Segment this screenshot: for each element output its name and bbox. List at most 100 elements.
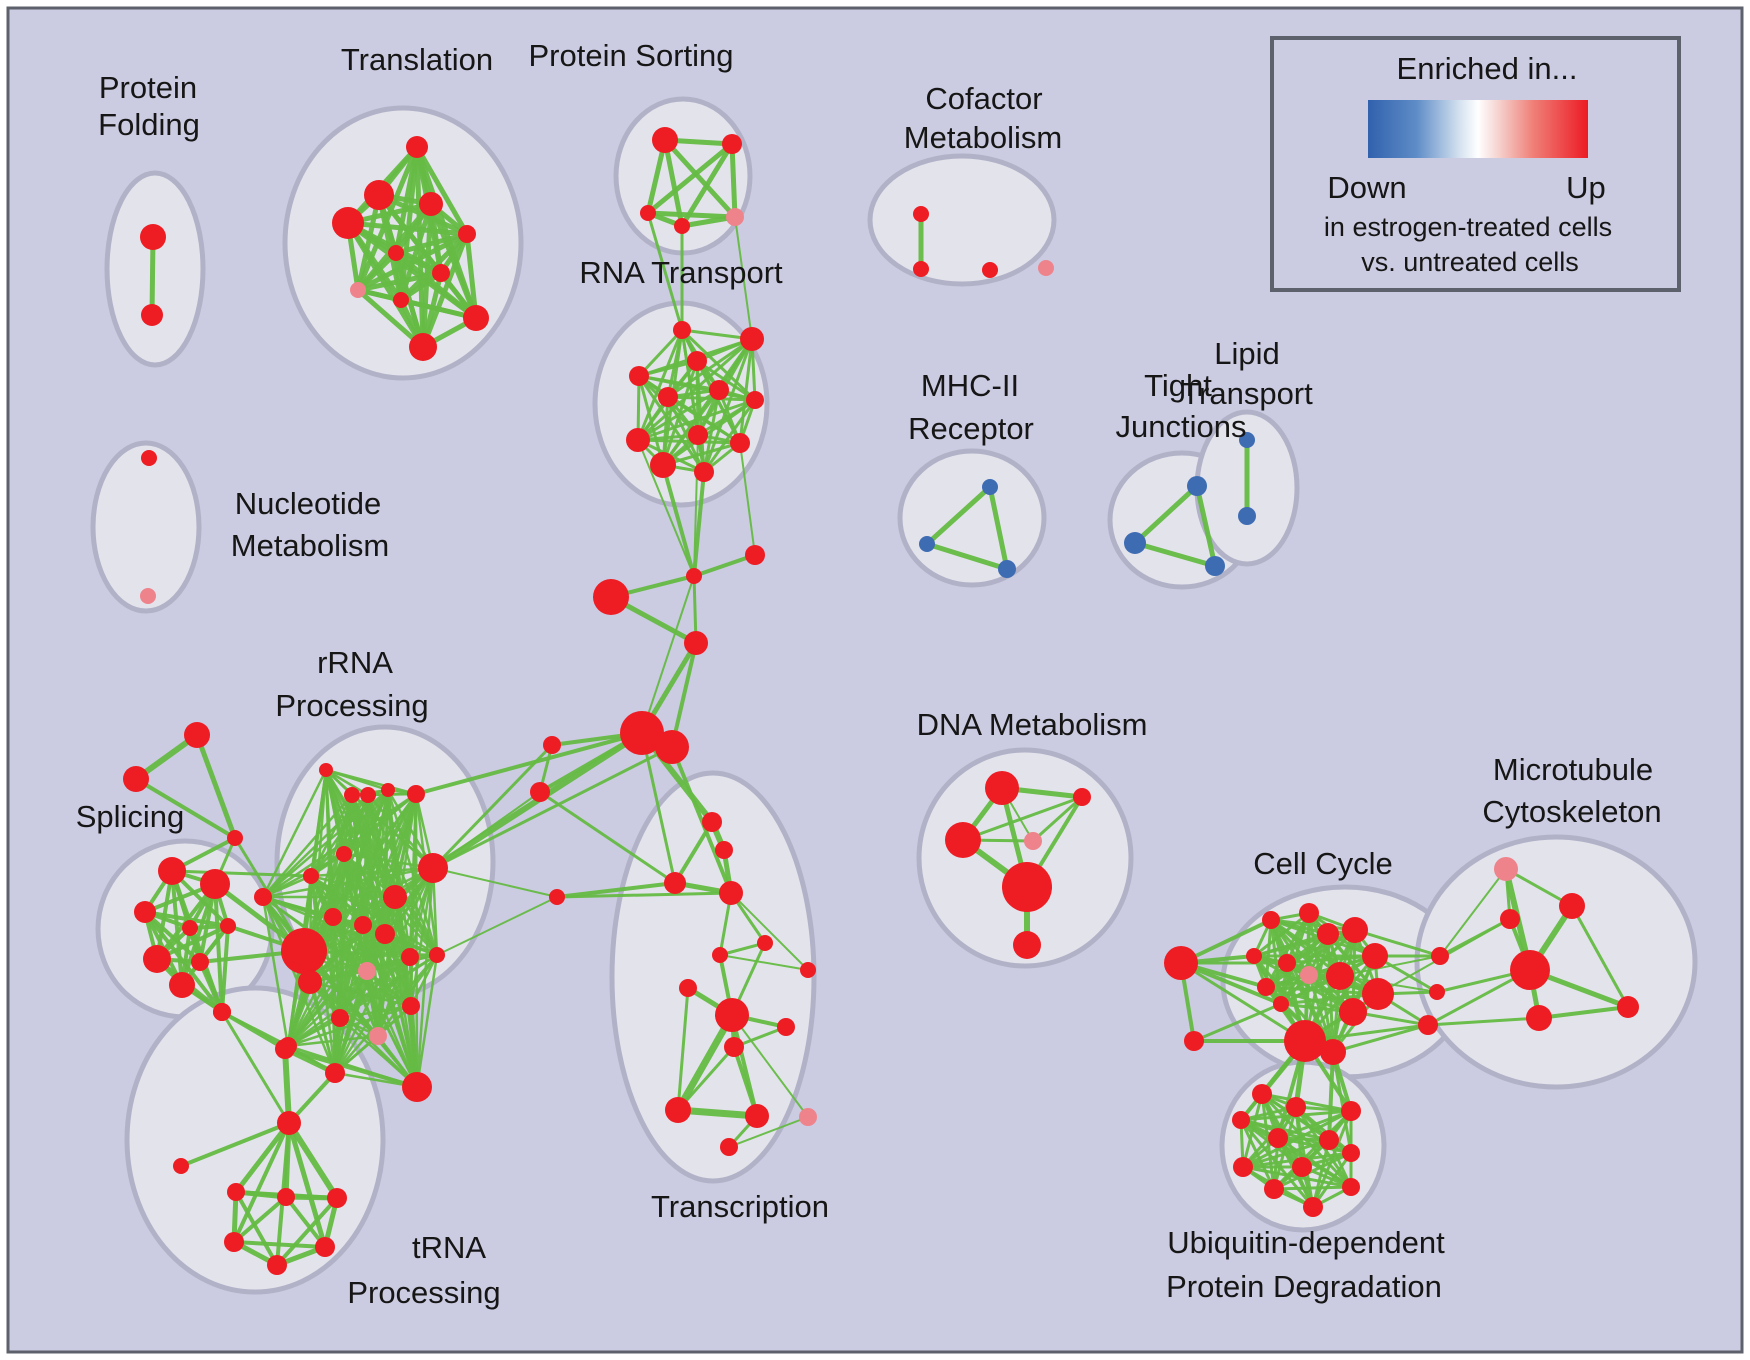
tight-junctions-label: Junctions [1116, 409, 1247, 444]
graph-node [1431, 947, 1449, 965]
graph-node [724, 1037, 744, 1057]
graph-node [140, 588, 156, 604]
graph-node [650, 452, 676, 478]
microtubule-cytoskeleton-label: Microtubule [1493, 752, 1653, 787]
graph-node [303, 868, 319, 884]
graph-link-edge [538, 790, 677, 885]
graph-node [173, 1158, 189, 1174]
graph-edge [738, 337, 754, 445]
graph-node [1187, 476, 1207, 496]
graph-edge [692, 553, 757, 578]
graph-edge [1264, 928, 1357, 989]
graph-edge [555, 891, 733, 899]
graph-node [419, 192, 443, 216]
graph-link-edge [431, 743, 554, 870]
graph-node [1246, 948, 1262, 964]
graph-node [1526, 1005, 1552, 1031]
graph-node [1317, 923, 1339, 945]
graph-edge [355, 270, 444, 293]
graph-node [275, 1039, 295, 1059]
graph-node [1284, 1020, 1326, 1062]
graph-node [200, 869, 230, 899]
graph-edge [376, 953, 439, 1038]
graph-link-edge [432, 867, 558, 898]
graph-node [982, 262, 998, 278]
graph-edge [961, 795, 1084, 842]
graph-node [1342, 917, 1368, 943]
graph-edge [662, 137, 738, 220]
graph-edge [324, 768, 418, 796]
graph-edge [338, 1004, 413, 1020]
graph-link-edge [739, 442, 756, 556]
ubiquitin-degradation-label: Protein Degradation [1166, 1269, 1442, 1304]
transcription-ellipse [609, 770, 817, 1184]
graph-edge [331, 866, 435, 919]
graph-node [281, 928, 327, 974]
graph-node [267, 1255, 287, 1275]
graph-node [652, 127, 678, 153]
graph-node [1300, 966, 1318, 984]
graph-node [388, 245, 404, 261]
graph-edge [302, 793, 354, 953]
legend-title: Enriched in... [1397, 51, 1578, 86]
graph-node [730, 433, 750, 453]
graph-edge [636, 337, 754, 442]
graph-edge [1272, 1151, 1353, 1191]
graph-node [1278, 954, 1296, 972]
graph-edge [220, 924, 230, 1014]
graph-edge [232, 1121, 291, 1244]
graph-node [998, 560, 1016, 578]
graph-edge [284, 1195, 327, 1249]
graph-node [315, 1237, 335, 1257]
graph-node [1073, 788, 1091, 806]
graph-node [722, 134, 742, 154]
lipid-transport-label: Lipid [1214, 336, 1280, 371]
graph-node [143, 945, 171, 973]
graph-edge [198, 960, 224, 1014]
graph-edge [355, 287, 426, 350]
graph-edge [1132, 540, 1218, 569]
graph-edge [415, 953, 439, 1089]
graph-edge [1241, 1138, 1331, 1169]
graph-node [620, 711, 664, 755]
nucleotide-metabolism-ellipse [90, 440, 202, 614]
ubiquitin-degradation-label: Ubiquitin-dependent [1167, 1225, 1445, 1260]
graph-node [1299, 903, 1319, 923]
graph-edge [232, 1195, 288, 1244]
graph-node [740, 327, 764, 351]
graph-node [406, 136, 428, 158]
graph-node [720, 1138, 738, 1156]
graph-node [1362, 943, 1388, 969]
graph-node [277, 1111, 301, 1135]
graph-node [1257, 978, 1275, 996]
graph-node [1292, 1157, 1312, 1177]
graph-edge [702, 398, 757, 474]
cell-cycle-label: Cell Cycle [1253, 846, 1393, 881]
graph-edge [376, 955, 412, 1038]
graph-edge [1194, 483, 1218, 569]
graph-node [919, 536, 935, 552]
graph-edge [286, 953, 439, 1048]
graph-node [655, 730, 689, 764]
graph-node [684, 631, 708, 655]
graph-edge [338, 1016, 419, 1089]
graph-edge [661, 388, 721, 467]
graph-node [369, 1027, 387, 1045]
graph-edge [645, 210, 738, 220]
graph-node [664, 872, 686, 894]
graph-node [1184, 1031, 1204, 1051]
graph-edge [1252, 911, 1311, 958]
legend-note-line-1: in estrogen-treated cells [1324, 212, 1612, 242]
graph-node [745, 1104, 769, 1128]
graph-edge [143, 910, 202, 964]
graph-node [726, 208, 744, 226]
graph-node [658, 387, 678, 407]
graph-link-edge [646, 211, 684, 332]
graph-edge [331, 915, 419, 1089]
graph-node [799, 1108, 817, 1126]
graph-edge [1132, 483, 1200, 546]
graph-edge [731, 1014, 809, 1118]
graph-edge [1570, 904, 1630, 1009]
